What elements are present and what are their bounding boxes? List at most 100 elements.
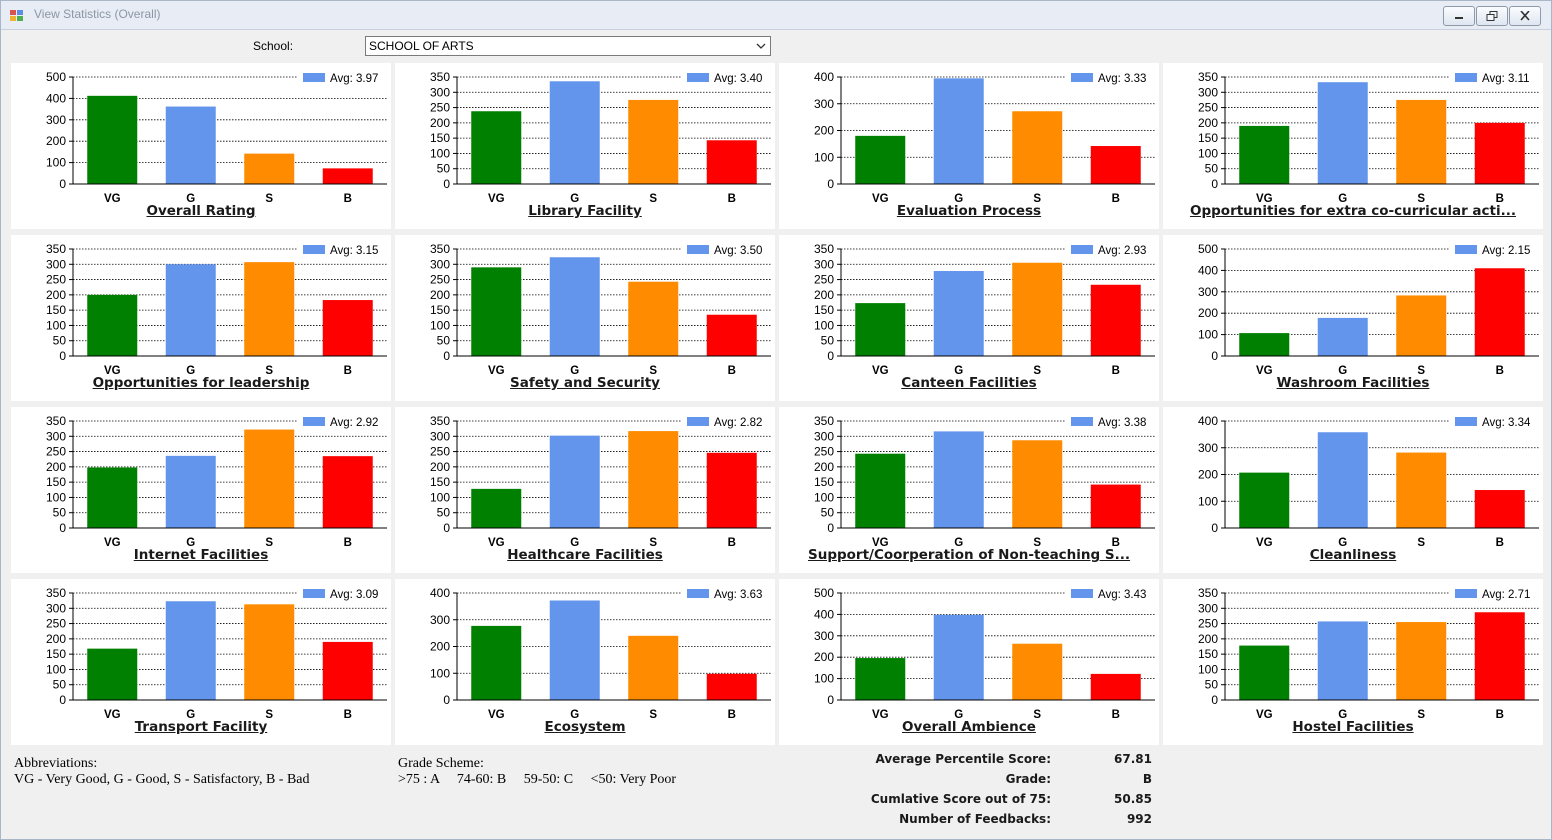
x-tick-label: S xyxy=(1417,709,1425,721)
y-tick-label: 200 xyxy=(814,124,834,138)
y-tick-label: 100 xyxy=(814,490,834,504)
y-tick-label: 0 xyxy=(1211,693,1218,707)
bar-vg xyxy=(471,267,522,356)
abbreviations-text: VG - Very Good, G - Good, S - Satisfacto… xyxy=(14,772,310,787)
y-tick-label: 100 xyxy=(46,318,66,332)
y-tick-label: 500 xyxy=(46,70,66,84)
x-tick-label: VG xyxy=(872,193,889,205)
x-tick-label: G xyxy=(1338,193,1347,205)
x-tick-label: G xyxy=(186,365,195,377)
y-tick-label: 350 xyxy=(46,586,66,600)
chart-panel: 0 100 200 300 400 500 VG G S B Avg: 3.43 Overall Am… xyxy=(779,579,1159,745)
y-tick-label: 300 xyxy=(1198,85,1218,99)
bar-g xyxy=(549,81,600,184)
y-tick-label: 200 xyxy=(430,288,450,302)
x-tick-label: S xyxy=(1417,193,1425,205)
y-tick-label: 150 xyxy=(46,303,66,317)
bar-s xyxy=(1396,99,1447,184)
y-tick-label: 200 xyxy=(1198,306,1218,320)
bar-vg xyxy=(87,648,138,700)
y-tick-label: 200 xyxy=(46,632,66,646)
summary-label: Average Percentile Score: xyxy=(875,752,1051,766)
bar-vg xyxy=(471,111,522,184)
x-tick-label: B xyxy=(1112,537,1120,549)
y-tick-label: 300 xyxy=(1198,285,1218,299)
bar-chart: 0 100 200 300 400 VG G S B Avg: 3.63 xyxy=(430,586,773,721)
chart-panel: 0 100 200 300 400 VG G S B Avg: 3.34 Cleanliness xyxy=(1163,407,1543,573)
y-tick-label: 250 xyxy=(46,273,66,287)
y-tick-label: 50 xyxy=(821,506,835,520)
bar-b xyxy=(706,314,757,356)
y-tick-label: 100 xyxy=(1198,146,1218,160)
bar-vg xyxy=(855,658,906,700)
y-tick-label: 100 xyxy=(814,672,834,686)
x-tick-label: S xyxy=(1033,365,1041,377)
abbreviations-heading: Abbreviations: xyxy=(14,756,98,771)
legend-avg-label: Avg: 3.34 xyxy=(1482,417,1531,429)
x-tick-label: G xyxy=(954,709,963,721)
title-bar[interactable]: View Statistics (Overall) xyxy=(1,1,1551,30)
y-tick-label: 150 xyxy=(1198,647,1218,661)
y-tick-label: 0 xyxy=(59,521,66,535)
y-tick-label: 300 xyxy=(814,97,834,111)
close-button[interactable] xyxy=(1509,6,1541,26)
bar-chart: 0 100 200 300 400 VG G S B Avg: 3.33 xyxy=(814,70,1157,205)
chart-title: Transport Facility xyxy=(134,719,268,735)
x-tick-label: G xyxy=(954,365,963,377)
y-tick-label: 250 xyxy=(430,445,450,459)
bar-g xyxy=(1317,82,1368,184)
x-tick-label: VG xyxy=(488,193,505,205)
y-tick-label: 200 xyxy=(46,134,66,148)
minimize-button[interactable] xyxy=(1443,6,1475,26)
y-tick-label: 300 xyxy=(1198,441,1218,455)
minimize-icon xyxy=(1455,17,1463,19)
y-tick-label: 400 xyxy=(1198,414,1218,428)
bar-s xyxy=(1396,452,1447,528)
y-tick-label: 0 xyxy=(827,349,834,363)
x-tick-label: S xyxy=(1417,537,1425,549)
y-tick-label: 300 xyxy=(46,113,66,127)
summary-value: 50.85 xyxy=(1114,792,1152,806)
x-tick-label: S xyxy=(265,537,273,549)
chart-title: Overall Ambience xyxy=(902,719,1036,735)
legend-avg-label: Avg: 2.71 xyxy=(1482,589,1530,601)
bar-vg xyxy=(855,453,906,528)
x-tick-label: B xyxy=(728,193,736,205)
restore-button[interactable] xyxy=(1476,6,1508,26)
summary-value: B xyxy=(1142,772,1152,786)
legend-swatch xyxy=(687,589,709,598)
x-tick-label: S xyxy=(265,193,273,205)
x-tick-label: B xyxy=(728,365,736,377)
bar-s xyxy=(628,99,679,184)
bar-vg xyxy=(471,625,522,700)
bar-s xyxy=(1012,262,1063,356)
bar-g xyxy=(165,601,216,700)
x-tick-label: VG xyxy=(1256,709,1273,721)
chart-title: Opportunities for extra co-curricular ac… xyxy=(1189,203,1517,219)
x-tick-label: VG xyxy=(104,193,121,205)
grade-scheme-heading: Grade Scheme: xyxy=(398,756,484,771)
y-tick-label: 0 xyxy=(827,177,834,191)
bar-s xyxy=(244,429,295,528)
chevron-down-icon xyxy=(756,43,766,49)
chart-title: Library Facility xyxy=(528,203,642,219)
school-select[interactable]: SCHOOL OF ARTS xyxy=(365,36,771,56)
bar-s xyxy=(1012,643,1063,700)
legend-swatch xyxy=(1071,245,1093,254)
x-tick-label: G xyxy=(186,537,195,549)
x-tick-label: S xyxy=(649,365,657,377)
x-tick-label: VG xyxy=(488,537,505,549)
y-tick-label: 0 xyxy=(59,349,66,363)
bar-vg xyxy=(1239,125,1290,184)
x-tick-label: VG xyxy=(1256,365,1273,377)
y-tick-label: 0 xyxy=(443,177,450,191)
legend-swatch xyxy=(687,245,709,254)
y-tick-label: 300 xyxy=(430,85,450,99)
chart-panel: 0 50 100 150 200 250 300 350 VG G S B Avg: 2.93 Cante… xyxy=(779,235,1159,401)
y-tick-label: 100 xyxy=(46,156,66,170)
x-tick-label: VG xyxy=(104,365,121,377)
summary-label: Number of Feedbacks: xyxy=(899,812,1051,826)
